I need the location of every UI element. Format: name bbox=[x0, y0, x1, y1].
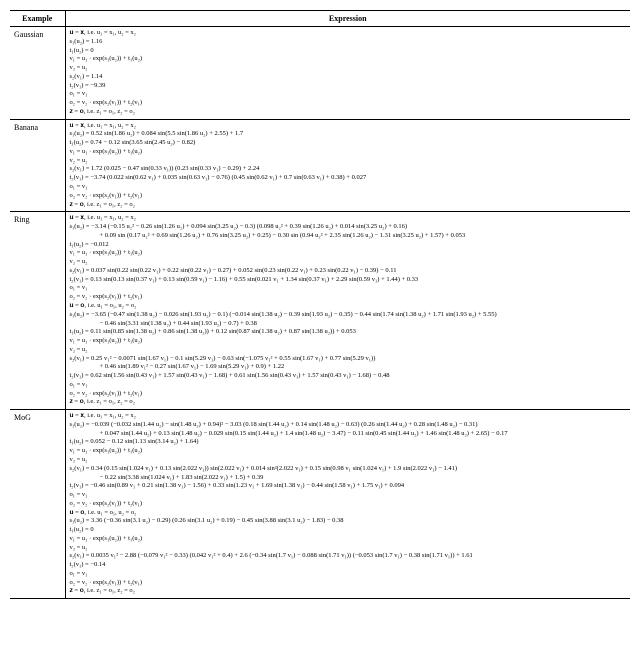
col-example: Example bbox=[10, 11, 65, 27]
expr-line: s₁(u₂) = −0.039 (−0.032 sin(1.44 u₂) − s… bbox=[70, 421, 627, 430]
expr-line: 𝐮 = 𝐨, i.e. u₁ = o₁, u₂ = o₂ bbox=[70, 509, 627, 518]
expression-cell: 𝐮 = 𝐱, i.e. u₁ = x₁, u₂ = x₂s₁(u₂) = 1.1… bbox=[65, 27, 630, 120]
expr-line: 𝐳 = 𝐨, i.e. z₁ = o₁, z₂ = o₂ bbox=[70, 201, 627, 210]
expr-line: o₁ = v₁ bbox=[70, 491, 627, 500]
expr-line: 𝐮 = 𝐱, i.e. u₁ = x₁, u₂ = x₂ bbox=[70, 412, 627, 421]
expr-line: v₁ = u₁ · exp(s₁(u₂)) + t₁(u₂) bbox=[70, 148, 627, 157]
expr-line: s₂(v₁) = 0.34 (0.15 sin(1.024 v₁) + 0.13… bbox=[70, 465, 627, 474]
expr-line: t₁(u₂) = 0 bbox=[70, 47, 627, 56]
expr-line: v₂ = u₂ bbox=[70, 544, 627, 553]
expr-line: s₂(v₁) = 1.14 bbox=[70, 73, 627, 82]
expr-line: s₁(u₂) = 0.52 sin(1.86 u₂) + 0.084 sin(5… bbox=[70, 130, 627, 139]
expr-line: o₂ = v₂ · exp(s₂(v₁)) + t₂(v₁) bbox=[70, 192, 627, 201]
expr-line: t₂(v₁) = 0.62 sin(1.56 sin(0.43 v₁) + 1.… bbox=[70, 372, 627, 381]
table-row: Gaussian𝐮 = 𝐱, i.e. u₁ = x₁, u₂ = x₂s₁(u… bbox=[10, 27, 630, 120]
expr-line: o₂ = v₂ · exp(s₂(v₁)) + t₂(v₁) bbox=[70, 390, 627, 399]
expr-line: o₁ = v₁ bbox=[70, 381, 627, 390]
expr-line: t₂(v₁) = −9.39 bbox=[70, 82, 627, 91]
expr-line: v₂ = u₂ bbox=[70, 258, 627, 267]
expr-line: v₁ = u₁ · exp(s₁(u₂)) + t₁(u₂) bbox=[70, 249, 627, 258]
expr-line: t₂(v₁) = −0.46 sin(0.89 v₁ + 0.21 sin(1.… bbox=[70, 482, 627, 491]
expression-cell: 𝐮 = 𝐱, i.e. u₁ = x₁, u₂ = x₂s₁(u₂) = −3.… bbox=[65, 212, 630, 410]
expr-line: o₁ = v₁ bbox=[70, 90, 627, 99]
expr-line: o₂ = v₂ · exp(s₂(v₁)) + t₂(v₁) bbox=[70, 293, 627, 302]
expr-line: 𝐮 = 𝐱, i.e. u₁ = x₁, u₂ = x₂ bbox=[70, 214, 627, 223]
expr-line: o₁ = v₁ bbox=[70, 284, 627, 293]
expr-line: o₁ = v₁ bbox=[70, 570, 627, 579]
expr-line: + 0.047 sin(1.44 u₂) + 0.13 sin(1.48 u₂)… bbox=[70, 430, 627, 439]
expr-line: t₁(u₂) = 0.11 sin(0.85 sin(1.38 u₂) + 0.… bbox=[70, 328, 627, 337]
expr-line: v₂ = u₂ bbox=[70, 64, 627, 73]
expr-line: t₁(u₂) = 0.74 − 0.12 sin(3.65 sin(2.45 u… bbox=[70, 139, 627, 148]
expr-line: + 0.09 sin (0.17 u₂² + 0.69 sin(1.26 u₂)… bbox=[70, 232, 627, 241]
expr-line: s₂(v₁) = 0.25 v₁² − 0.0071 sin(1.67 v₁) … bbox=[70, 355, 627, 364]
expr-line: o₂ = v₂ · exp(s₂(v₁)) + t₂(v₁) bbox=[70, 99, 627, 108]
expr-line: v₁ = u₁ · exp(s₁(u₂)) + t₁(u₂) bbox=[70, 535, 627, 544]
expr-line: s₁(u₂) = 1.16 bbox=[70, 38, 627, 47]
expr-line: 𝐮 = 𝐱, i.e. u₁ = x₁, u₂ = x₂ bbox=[70, 29, 627, 38]
expr-line: v₂ = u₂ bbox=[70, 456, 627, 465]
expr-line: 𝐮 = 𝐨, i.e. u₁ = o₁, u₂ = o₂ bbox=[70, 302, 627, 311]
header-row: Example Expression bbox=[10, 11, 630, 27]
example-cell: Gaussian bbox=[10, 27, 65, 120]
expr-line: − 0.46 sin(3.31 sin(1.38 u₂) + 0.44 sin(… bbox=[70, 320, 627, 329]
expr-line: s₁(u₂) = −3.65 (−0.47 sin(1.38 u₂) − 0.0… bbox=[70, 311, 627, 320]
expr-line: v₂ = u₂ bbox=[70, 157, 627, 166]
expr-line: s₂(v₁) = 0.037 sin(0.22 sin(0.22 v₁) + 0… bbox=[70, 267, 627, 276]
expr-line: t₁(u₂) = 0.052 − 0.12 sin(1.13 sin(3.14 … bbox=[70, 438, 627, 447]
expr-line: v₁ = u₁ · exp(s₁(u₂)) + t₁(u₂) bbox=[70, 55, 627, 64]
expr-line: v₁ = u₁ · exp(s₁(u₂)) + t₁(u₂) bbox=[70, 337, 627, 346]
expr-line: s₁(u₂) = 3.36 (−0.36 sin(3.1 u₂) − 0.29)… bbox=[70, 517, 627, 526]
expr-line: 𝐮 = 𝐱, i.e. u₁ = x₁, u₂ = x₂ bbox=[70, 122, 627, 131]
expr-line: 𝐳 = 𝐨, i.e. z₁ = o₁, z₂ = o₂ bbox=[70, 398, 627, 407]
expr-line: s₁(u₂) = −3.14 (−0.15 u₂² − 0.26 sin(1.2… bbox=[70, 223, 627, 232]
expr-line: t₁(u₂) = −0.012 bbox=[70, 241, 627, 250]
expr-line: o₂ = v₂ · exp(s₂(v₁)) + t₂(v₁) bbox=[70, 579, 627, 588]
expr-line: − 0.22 sin(3.38 sin(1.024 v₁) + 1.83 sin… bbox=[70, 474, 627, 483]
expr-line: + 0.46 sin(1.89 v₁² − 0.27 sin(1.67 v₁) … bbox=[70, 363, 627, 372]
expression-table: Example Expression Gaussian𝐮 = 𝐱, i.e. u… bbox=[10, 10, 630, 599]
expr-line: t₂(v₁) = −3.74 (0.022 sin(0.62 v₁) + 0.0… bbox=[70, 174, 627, 183]
example-cell: Ring bbox=[10, 212, 65, 410]
expr-line: v₂ = u₂ bbox=[70, 346, 627, 355]
expression-cell: 𝐮 = 𝐱, i.e. u₁ = x₁, u₂ = x₂s₁(u₂) = 0.5… bbox=[65, 119, 630, 212]
example-cell: MoG bbox=[10, 410, 65, 599]
expr-line: t₁(u₂) = 0 bbox=[70, 526, 627, 535]
expr-line: v₁ = u₁ · exp(s₁(u₂)) + t₁(u₂) bbox=[70, 447, 627, 456]
table-row: Banana𝐮 = 𝐱, i.e. u₁ = x₁, u₂ = x₂s₁(u₂)… bbox=[10, 119, 630, 212]
expression-cell: 𝐮 = 𝐱, i.e. u₁ = x₁, u₂ = x₂s₁(u₂) = −0.… bbox=[65, 410, 630, 599]
col-expression: Expression bbox=[65, 11, 630, 27]
table-row: Ring𝐮 = 𝐱, i.e. u₁ = x₁, u₂ = x₂s₁(u₂) =… bbox=[10, 212, 630, 410]
table-row: MoG𝐮 = 𝐱, i.e. u₁ = x₁, u₂ = x₂s₁(u₂) = … bbox=[10, 410, 630, 599]
expr-line: 𝐳 = 𝐨, i.e. z₁ = o₁, z₂ = o₂ bbox=[70, 587, 627, 596]
example-cell: Banana bbox=[10, 119, 65, 212]
expr-line: t₂(v₁) = 0.13 sin(0.13 sin(0.37 v₁) + 0.… bbox=[70, 276, 627, 285]
expr-line: s₂(v₁) = 0.0035 v₁² − 2.88 (−0.079 v₁² −… bbox=[70, 552, 627, 561]
expr-line: o₂ = v₂ · exp(s₂(v₁)) + t₂(v₁) bbox=[70, 500, 627, 509]
expr-line: s₂(v₁) = 1.72 (0.025 − 0.47 sin(0.33 v₁)… bbox=[70, 165, 627, 174]
expr-line: t₂(v₁) = −0.14 bbox=[70, 561, 627, 570]
expr-line: 𝐳 = 𝐨, i.e. z₁ = o₁, z₂ = o₂ bbox=[70, 108, 627, 117]
expr-line: o₁ = v₁ bbox=[70, 183, 627, 192]
